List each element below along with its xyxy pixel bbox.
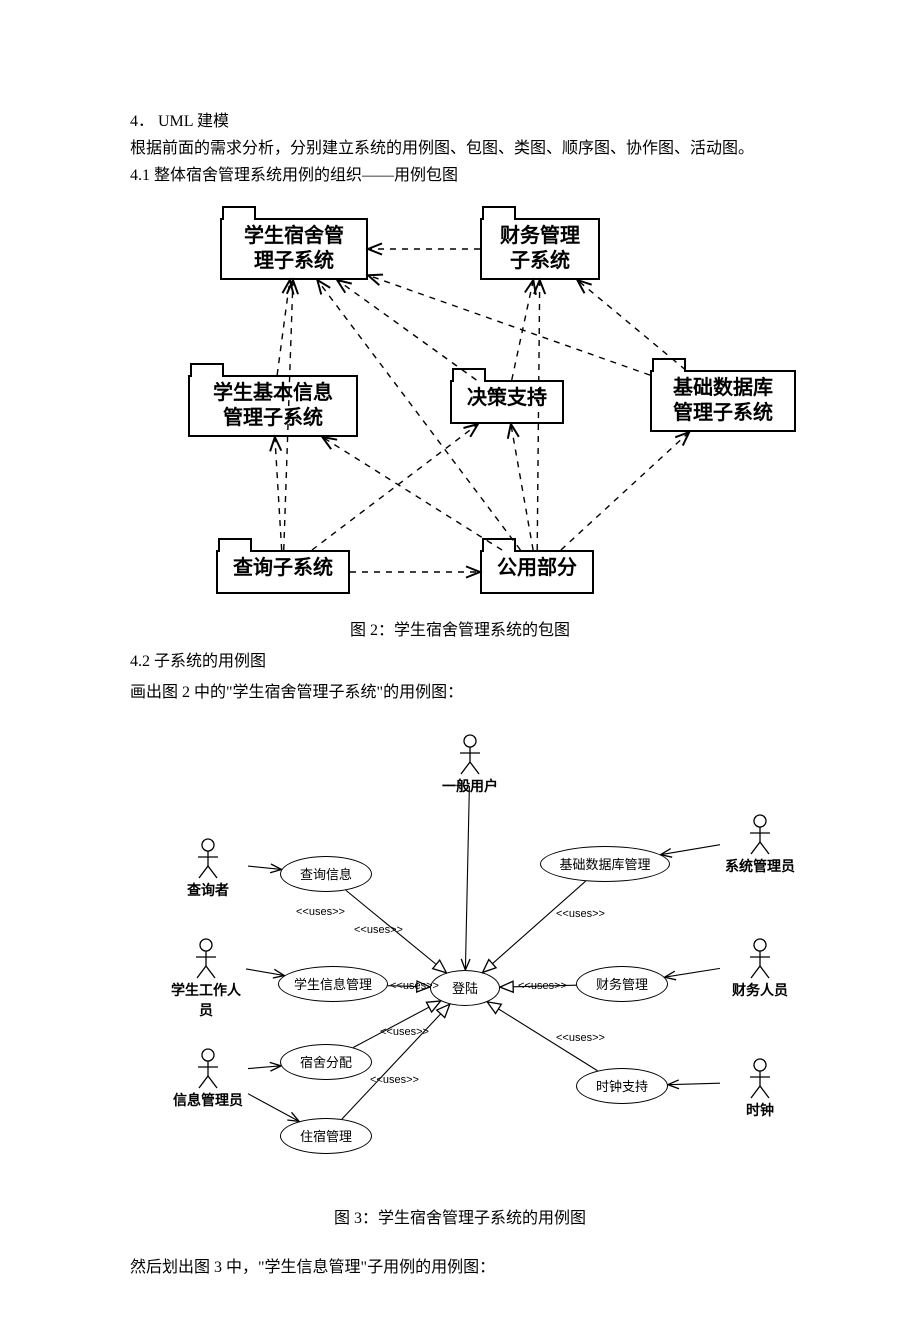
stereotype-label: <<uses>> [556, 1032, 605, 1044]
stereotype-label: <<uses>> [354, 924, 403, 936]
caption-fig2: 图 2：学生宿舍管理系统的包图 [130, 616, 790, 640]
stereotype-label: <<uses>> [380, 1026, 429, 1038]
stereotype-label: <<uses>> [518, 980, 567, 992]
stereotype-label: <<uses>> [556, 908, 605, 920]
package-diagram: 学生宿舍管理子系统财务管理子系统学生基本信息管理子系统决策支持基础数据库管理子系… [160, 200, 800, 610]
heading-4-1: 4.1 整体宿舍管理系统用例的组织——用例包图 [130, 164, 790, 187]
usecase-diagram: 一般用户查询者系统管理员学生工作人员财务人员信息管理员时钟登陆查询信息基础数据库… [160, 728, 800, 1198]
page: 4． UML 建模 根据前面的需求分析，分别建立系统的用例图、包图、类图、顺序图… [0, 0, 920, 1323]
stereotype-label: <<uses>> [296, 906, 345, 918]
heading-4: 4． UML 建模 [130, 110, 790, 133]
stereotype-label: <<uses>> [390, 980, 439, 992]
heading-4-2: 4.2 子系统的用例图 [130, 650, 790, 673]
para-2: 画出图 2 中的"学生宿舍管理子系统"的用例图： [130, 681, 790, 704]
stereotype-label: <<uses>> [370, 1074, 419, 1086]
para-1: 根据前面的需求分析，分别建立系统的用例图、包图、类图、顺序图、协作图、活动图。 [130, 137, 790, 160]
caption-fig3: 图 3：学生宿舍管理子系统的用例图 [130, 1204, 790, 1228]
para-3: 然后划出图 3 中，"学生信息管理"子用例的用例图： [130, 1256, 790, 1279]
